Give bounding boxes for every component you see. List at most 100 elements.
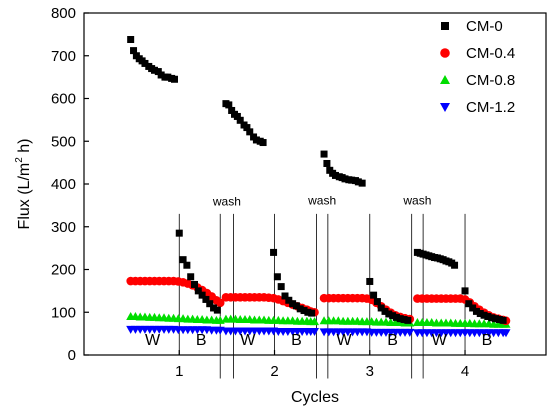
data-point — [392, 313, 400, 321]
legend-item: CM-0.4 — [440, 45, 515, 62]
data-point — [198, 291, 206, 299]
data-point — [358, 179, 366, 187]
data-point — [296, 305, 304, 313]
data-point — [141, 59, 149, 67]
data-point — [170, 75, 178, 83]
data-point — [405, 328, 415, 337]
x-axis: 1 2 3 4 — [175, 350, 469, 380]
data-point — [285, 296, 293, 304]
data-point — [289, 300, 297, 308]
data-point — [465, 300, 473, 308]
wash-label: wash — [212, 194, 241, 208]
data-point — [270, 248, 278, 256]
data-point — [183, 261, 191, 269]
series-cm-1-2 — [126, 325, 511, 338]
data-point — [310, 327, 320, 336]
data-point — [300, 307, 308, 315]
water-phase-label: W — [336, 332, 352, 349]
data-point — [190, 280, 198, 288]
data-point — [381, 307, 389, 315]
data-point — [246, 128, 254, 136]
data-point — [366, 277, 374, 285]
data-point — [389, 312, 397, 320]
data-point — [400, 316, 408, 324]
data-point — [472, 307, 480, 315]
brine-phase-label: B — [196, 332, 207, 349]
legend-label: CM-0.4 — [466, 45, 515, 62]
data-point — [385, 310, 393, 318]
y-tick-label: 100 — [51, 304, 76, 321]
y-axis: 0 100 200 300 400 500 600 700 800 — [51, 5, 89, 364]
x-tick-label: 4 — [461, 363, 469, 380]
water-phase-label: W — [145, 332, 161, 349]
water-phase-label: W — [432, 332, 448, 349]
x-tick-label: 3 — [366, 363, 374, 380]
legend-marker — [440, 48, 450, 58]
data-point — [304, 308, 312, 316]
y-axis-title: Flux (L/m2 h) — [14, 139, 33, 230]
y-tick-label: 200 — [51, 262, 76, 279]
data-point — [341, 175, 349, 183]
data-point — [373, 298, 381, 306]
data-point — [277, 283, 285, 291]
data-point — [210, 304, 218, 312]
data-point — [194, 287, 202, 295]
brine-phase-label: B — [387, 332, 398, 349]
data-point — [469, 304, 477, 312]
data-point — [495, 316, 503, 324]
y-tick-label: 0 — [68, 347, 76, 364]
data-point — [354, 178, 362, 186]
brine-phase-label: B — [291, 332, 302, 349]
data-point — [225, 101, 233, 109]
data-point — [130, 47, 138, 55]
legend-marker — [440, 75, 450, 84]
data-point — [206, 300, 214, 308]
legend-label: CM-0 — [466, 18, 503, 35]
data-point — [157, 71, 165, 79]
data-point — [215, 298, 225, 308]
data-point — [501, 329, 511, 338]
data-point — [499, 316, 507, 324]
data-point — [187, 273, 195, 281]
data-point — [480, 311, 488, 319]
data-point — [281, 292, 289, 300]
data-point — [127, 36, 135, 44]
brine-phase-label: B — [482, 332, 493, 349]
data-point — [308, 309, 316, 317]
data-point — [320, 150, 328, 158]
x-axis-title: Cycles — [291, 389, 339, 406]
data-point — [252, 136, 260, 144]
data-point — [243, 124, 251, 132]
legend-item: CM-0.8 — [440, 72, 515, 89]
data-point — [175, 229, 183, 237]
y-tick-label: 500 — [51, 133, 76, 150]
data-point — [492, 315, 500, 323]
legend: CM-0 CM-0.4 CM-0.8 CM-1.2 — [440, 18, 515, 116]
data-point — [370, 291, 378, 299]
series-cm-0 — [127, 36, 507, 324]
data-point — [310, 317, 320, 326]
legend-marker — [440, 103, 450, 112]
y-tick-label: 700 — [51, 48, 76, 65]
data-point — [476, 310, 484, 318]
data-point — [404, 316, 412, 324]
data-point — [213, 306, 221, 314]
data-point — [488, 314, 496, 322]
legend-item: CM-0 — [441, 18, 503, 35]
data-point — [451, 261, 459, 269]
data-point — [233, 112, 241, 120]
legend-marker — [441, 22, 449, 30]
y-tick-label: 300 — [51, 219, 76, 236]
data-point — [273, 273, 281, 281]
data-point — [259, 139, 267, 147]
data-point — [236, 116, 244, 124]
y-tick-label: 600 — [51, 91, 76, 108]
y-tick-label: 800 — [51, 5, 76, 22]
legend-label: CM-0.8 — [466, 72, 515, 89]
y-axis-title-superscript: 2 — [14, 157, 25, 163]
series-cm-0-8 — [126, 312, 511, 328]
data-point — [331, 171, 339, 179]
data-point — [461, 287, 469, 295]
